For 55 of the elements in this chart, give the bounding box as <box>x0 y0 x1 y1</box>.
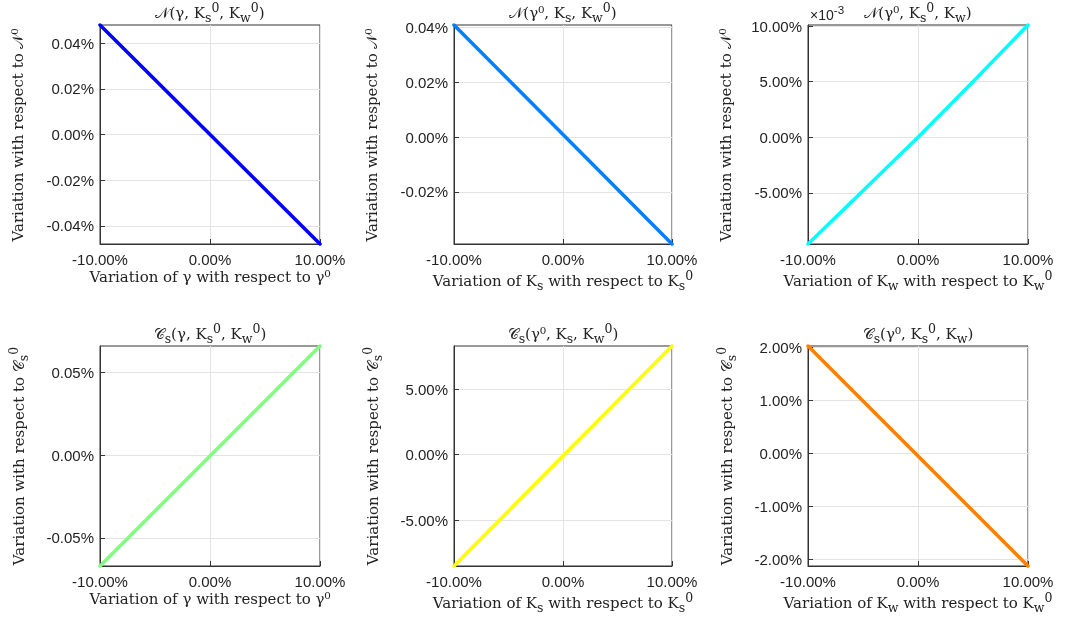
chart-title: 𝒞$_{s}$(γ, K$_{s}$$^{0}$, K$_{w}$$^{0}$) <box>153 321 267 346</box>
y-tick-label: -0.02% <box>400 183 448 201</box>
y-tick-label: 0.04% <box>405 19 448 37</box>
x-tick-label: 10.00% <box>1002 573 1054 590</box>
x-tick-label: -10.00% <box>780 251 836 268</box>
y-tick-label: 0.04% <box>51 34 94 52</box>
text: ×10$^{-3}$ <box>810 3 845 23</box>
y-tick-label: 0.00% <box>51 126 94 143</box>
y-tick-label: 1.00% <box>759 391 802 409</box>
y-tick-label: 0.02% <box>405 73 448 91</box>
y-axis-title: Variation with respect to 𝒩⁰ <box>9 28 27 241</box>
x-tick-label: -10.00% <box>72 251 128 268</box>
x-tick-label: -10.00% <box>426 573 482 590</box>
x-axis-title: Variation of γ with respect to γ⁰ <box>89 268 331 286</box>
x-tick-label: 0.00% <box>896 251 940 268</box>
x-tick-label: 0.00% <box>541 573 585 590</box>
chart-title: 𝒩(γ⁰, K$_{s}$, K$_{w}$$^{0}$) <box>509 0 617 25</box>
y-tick-label: 0.05% <box>51 363 94 381</box>
y-tick-label: -5.00% <box>400 511 448 529</box>
y-tick-label: 10.00% <box>751 17 802 35</box>
chart-title: 𝒩(γ, K$_{s}$$^{0}$, K$_{w}$$^{0}$) <box>155 0 265 25</box>
y-tick-label: -1.00% <box>754 497 802 515</box>
x-tick-label: 10.00% <box>646 251 698 268</box>
y-tick-label: -5.00% <box>754 184 802 202</box>
y-axis-title: Variation with respect to 𝒩⁰ <box>717 28 735 241</box>
x-tick-label: 0.00% <box>896 573 940 590</box>
x-tick-label: 0.00% <box>188 251 232 268</box>
y-axis-title: Variation with respect to 𝒩⁰ <box>363 28 381 241</box>
chart-title: 𝒩(γ⁰, K$_{s}$$^{0}$, K$_{w}$) <box>864 0 972 25</box>
x-tick-label: 0.00% <box>541 251 585 268</box>
y-tick-label: -2.00% <box>754 551 802 569</box>
y-tick-label: -0.05% <box>46 529 94 547</box>
x-axis-title: Variation of γ with respect to γ⁰ <box>89 590 331 608</box>
y-tick-label: 5.00% <box>759 73 802 91</box>
y-tick-label: 5.00% <box>405 380 448 398</box>
y-tick-label: 0.00% <box>405 128 448 146</box>
y-tick-label: -0.04% <box>46 217 94 235</box>
x-tick-label: 10.00% <box>294 251 346 268</box>
y-tick-label: -0.02% <box>46 171 94 189</box>
y-tick-label: 0.00% <box>759 128 802 146</box>
x-tick-label: 10.00% <box>1002 251 1054 268</box>
x-tick-label: 10.00% <box>646 573 698 590</box>
chart-title: 𝒞$_{s}$(γ⁰, K$_{s}$, K$_{w}$$^{0}$) <box>507 321 619 346</box>
x-tick-label: -10.00% <box>780 573 836 590</box>
y-tick-label: 0.00% <box>759 444 802 462</box>
x-tick-label: -10.00% <box>72 573 128 590</box>
x-tick-label: -10.00% <box>426 251 482 268</box>
line-series <box>806 23 1030 246</box>
chart-title: 𝒞$_{s}$(γ⁰, K$_{s}$$^{0}$, K$_{w}$) <box>862 321 974 346</box>
y-tick-label: 0.02% <box>51 80 94 98</box>
y-tick-label: 0.00% <box>405 446 448 464</box>
y-tick-label: 2.00% <box>759 338 802 356</box>
y-tick-label: 0.00% <box>51 446 94 464</box>
x-tick-label: 0.00% <box>188 573 232 590</box>
x-tick-label: 10.00% <box>294 573 346 590</box>
